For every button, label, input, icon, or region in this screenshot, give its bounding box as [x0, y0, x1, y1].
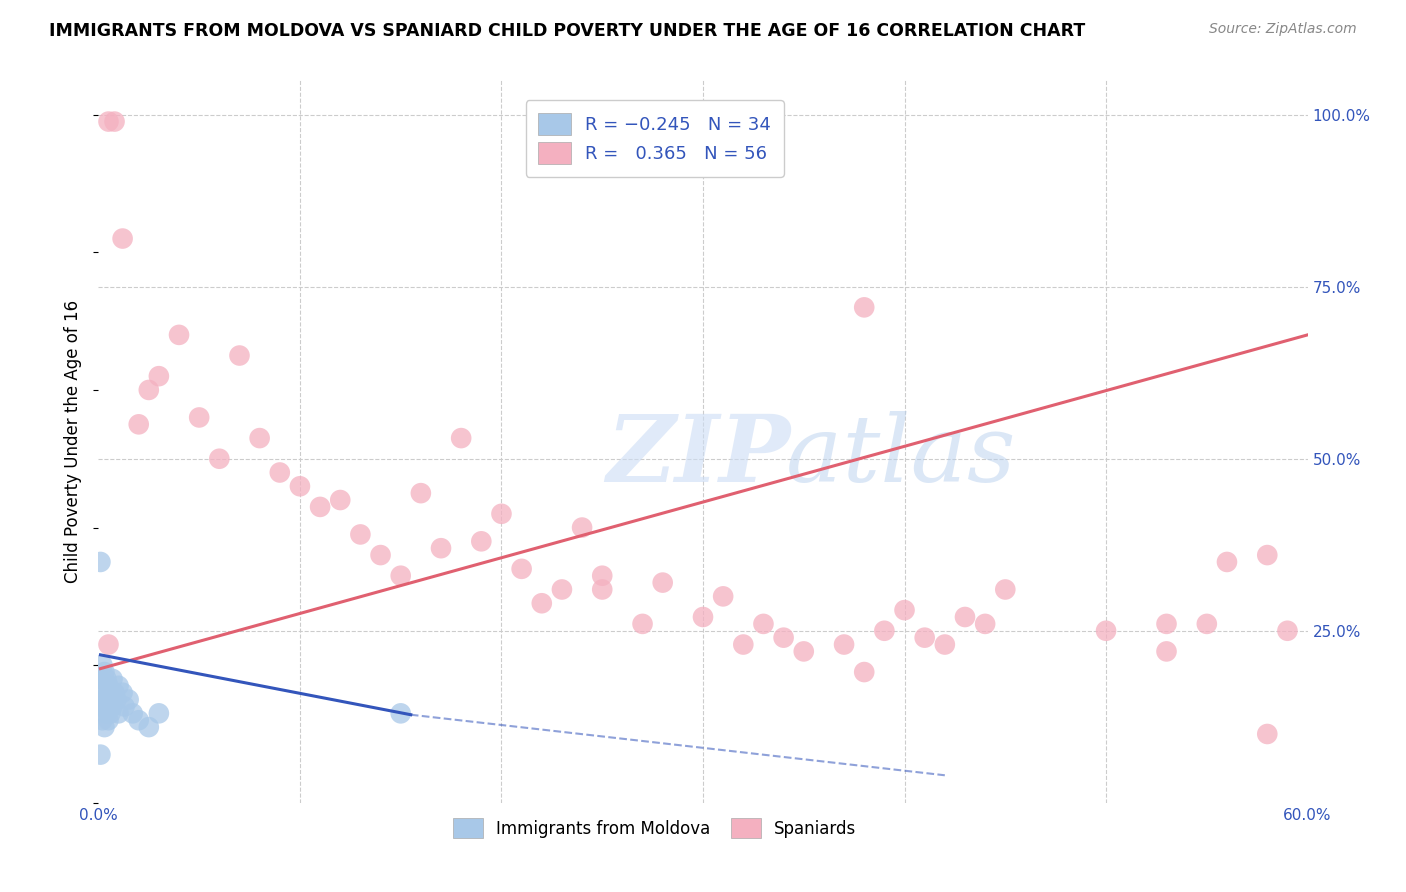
Point	[100, 686, 122, 700]
Point	[89, 672, 111, 686]
Point	[491, 507, 513, 521]
Point	[100, 706, 122, 721]
Point	[1277, 624, 1299, 638]
Point	[853, 301, 876, 315]
Point	[97, 114, 120, 128]
Point	[832, 638, 855, 652]
Point	[1256, 548, 1278, 562]
Point	[208, 451, 231, 466]
Point	[89, 555, 111, 569]
Point	[1156, 644, 1178, 658]
Point	[530, 596, 553, 610]
Text: ZIP: ZIP	[606, 411, 790, 501]
Point	[96, 672, 118, 686]
Point	[288, 479, 311, 493]
Point	[93, 699, 115, 714]
Point	[853, 665, 876, 679]
Y-axis label: Child Poverty Under the Age of 16: Child Poverty Under the Age of 16	[65, 300, 83, 583]
Point	[167, 327, 190, 342]
Point	[93, 720, 115, 734]
Point	[733, 638, 755, 652]
Point	[1216, 555, 1239, 569]
Point	[793, 644, 815, 658]
Point	[91, 679, 114, 693]
Point	[111, 686, 134, 700]
Point	[571, 520, 593, 534]
Point	[138, 720, 160, 734]
Point	[349, 527, 371, 541]
Point	[1195, 616, 1218, 631]
Point	[93, 686, 115, 700]
Point	[128, 713, 150, 727]
Point	[148, 369, 170, 384]
Point	[91, 658, 114, 673]
Point	[138, 383, 160, 397]
Point	[111, 231, 134, 245]
Point	[591, 582, 613, 597]
Point	[329, 493, 352, 508]
Point	[101, 699, 124, 714]
Point	[409, 486, 432, 500]
Legend: Immigrants from Moldova, Spaniards: Immigrants from Moldova, Spaniards	[446, 812, 863, 845]
Point	[121, 706, 143, 721]
Point	[772, 631, 794, 645]
Point	[97, 713, 120, 727]
Point	[974, 616, 997, 631]
Point	[107, 706, 129, 721]
Point	[249, 431, 271, 445]
Point	[91, 692, 114, 706]
Point	[1095, 624, 1118, 638]
Point	[114, 699, 136, 714]
Point	[914, 631, 936, 645]
Point	[1156, 616, 1178, 631]
Point	[91, 713, 114, 727]
Point	[89, 699, 111, 714]
Point	[651, 575, 673, 590]
Point	[96, 692, 118, 706]
Point	[228, 349, 250, 363]
Point	[148, 706, 170, 721]
Point	[551, 582, 574, 597]
Point	[103, 114, 125, 128]
Point	[934, 638, 956, 652]
Point	[510, 562, 533, 576]
Point	[389, 706, 412, 721]
Point	[118, 692, 141, 706]
Point	[470, 534, 492, 549]
Point	[97, 638, 120, 652]
Point	[752, 616, 775, 631]
Point	[953, 610, 976, 624]
Point	[430, 541, 453, 556]
Point	[269, 466, 291, 480]
Point	[97, 699, 120, 714]
Point	[101, 672, 124, 686]
Point	[188, 410, 211, 425]
Point	[893, 603, 915, 617]
Text: IMMIGRANTS FROM MOLDOVA VS SPANIARD CHILD POVERTY UNDER THE AGE OF 16 CORRELATIO: IMMIGRANTS FROM MOLDOVA VS SPANIARD CHIL…	[49, 22, 1085, 40]
Point	[591, 568, 613, 582]
Point	[103, 686, 125, 700]
Point	[105, 692, 128, 706]
Point	[711, 590, 734, 604]
Point	[631, 616, 654, 631]
Point	[370, 548, 392, 562]
Point	[692, 610, 714, 624]
Point	[309, 500, 332, 514]
Point	[128, 417, 150, 432]
Text: Source: ZipAtlas.com: Source: ZipAtlas.com	[1209, 22, 1357, 37]
Point	[873, 624, 896, 638]
Point	[89, 747, 111, 762]
Point	[994, 582, 1017, 597]
Text: atlas: atlas	[606, 411, 1015, 501]
Point	[97, 679, 120, 693]
Point	[1256, 727, 1278, 741]
Point	[450, 431, 472, 445]
Point	[107, 679, 129, 693]
Point	[96, 706, 118, 721]
Point	[93, 665, 115, 679]
Point	[389, 568, 412, 582]
